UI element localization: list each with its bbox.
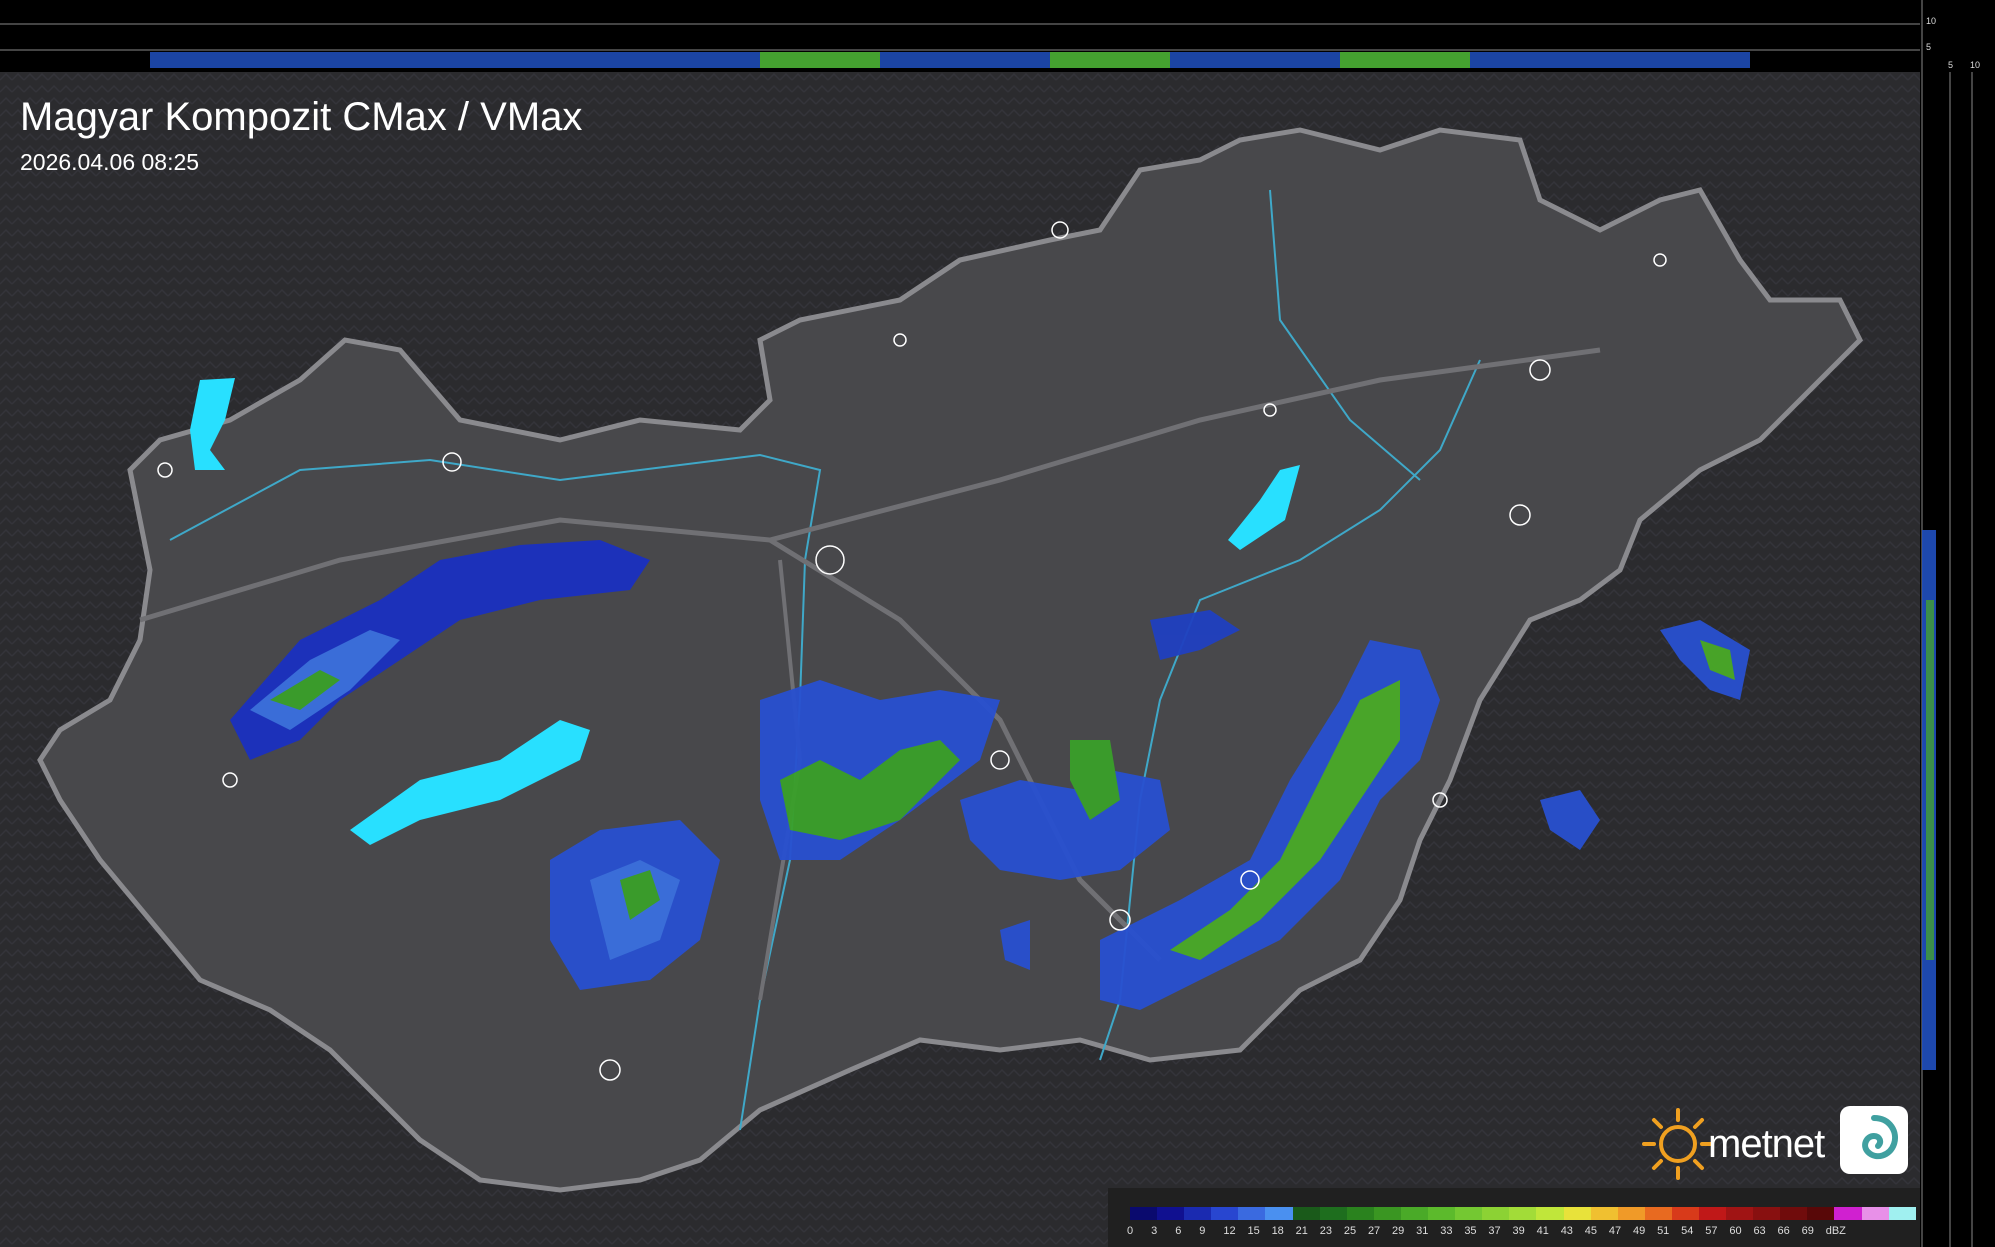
legend-swatch (1671, 1207, 1699, 1220)
legend-swatch (1536, 1207, 1564, 1220)
top-profile-echo (150, 52, 1750, 68)
danube-river (169, 453, 822, 1131)
legend-value-label: 33 (1440, 1225, 1453, 1237)
legend-labels: 0 3 6 9 12 15 18 21 23 25 27 29 31 33 35 37 39 41 43 45 47 49… (1127, 1225, 1853, 1237)
legend-value-label: 39 (1512, 1225, 1525, 1237)
legend-value-label: 57 (1705, 1225, 1718, 1237)
legend-value-label: 51 (1657, 1225, 1670, 1237)
legend-swatch (1807, 1207, 1835, 1220)
legend-swatch (1265, 1207, 1293, 1220)
city-outlines (157, 221, 1667, 1081)
legend-value-label: 35 (1464, 1225, 1477, 1237)
legend-value-label: 37 (1488, 1225, 1501, 1237)
legend-value-label: 25 (1343, 1225, 1357, 1237)
legend-value-label: 15 (1247, 1225, 1260, 1237)
legend-value-label: 69 (1801, 1225, 1814, 1237)
legend-swatch (1888, 1207, 1916, 1220)
legend-value-label: 66 (1777, 1225, 1790, 1237)
legend-value-label: 12 (1223, 1225, 1236, 1237)
legend-unit-label: dBZ (1825, 1225, 1846, 1237)
legend-swatch (1617, 1207, 1645, 1220)
legend-color-bar (1130, 1207, 1916, 1220)
swirl-icon (1862, 1115, 1898, 1160)
legend-swatch (1238, 1207, 1266, 1220)
legend-value-label: 60 (1729, 1225, 1742, 1237)
legend-value-label: 54 (1681, 1225, 1694, 1237)
metnet-logo-text: metnet (1708, 1121, 1825, 1166)
legend-value-label: 45 (1584, 1225, 1598, 1237)
legend-swatch (1157, 1207, 1185, 1220)
legend-swatch (1130, 1207, 1158, 1220)
legend-value-label: 27 (1367, 1225, 1381, 1237)
legend-swatch (1292, 1207, 1320, 1220)
legend-value-label: 9 (1199, 1225, 1206, 1237)
legend-value-label: 43 (1560, 1225, 1573, 1237)
legend-value-label: 31 (1416, 1225, 1429, 1237)
map-timestamp: 2026.04.06 08:25 (20, 149, 200, 175)
side-tick-top-5: 5 (1926, 42, 1932, 52)
legend-swatch (1834, 1207, 1862, 1220)
legend-swatch (1698, 1207, 1727, 1220)
legend-swatch (1644, 1207, 1672, 1220)
legend-value-label: 18 (1271, 1225, 1284, 1237)
lake-balaton (350, 720, 590, 845)
legend-value-label: 47 (1608, 1225, 1622, 1237)
legend-value-label: 3 (1151, 1225, 1158, 1237)
legend-swatch (1563, 1207, 1591, 1220)
legend-swatch (1780, 1207, 1808, 1220)
legend-swatch (1482, 1207, 1510, 1220)
legend-swatch (1211, 1207, 1239, 1220)
sun-icon (1642, 1108, 1714, 1180)
lake-tisza (1228, 465, 1300, 550)
side-profile-graphic (1921, 0, 1973, 1247)
dbz-legend: 0 3 6 9 12 15 18 21 23 25 27 29 31 33 35 37 39 41 43 45 47 49… (1108, 1188, 1920, 1247)
legend-swatch (1319, 1207, 1347, 1220)
radar-echoes (230, 540, 1750, 1010)
legend-value-label: 41 (1536, 1225, 1549, 1237)
side-tick-top-10: 10 (1926, 16, 1937, 26)
legend-swatch (1455, 1207, 1483, 1220)
legend-swatch (1400, 1207, 1429, 1220)
country-outline (37, 127, 1864, 1193)
metnet-logo: metnet (1638, 1104, 1825, 1184)
legend-value-label: 21 (1295, 1225, 1308, 1237)
side-profile-panel: 10 5 5 10 (1920, 0, 1995, 1247)
side-tick-bottom-5: 5 (1948, 60, 1954, 70)
legend-swatch (1726, 1207, 1754, 1220)
legend-value-label: 23 (1319, 1225, 1332, 1237)
legend-value-label: 6 (1175, 1225, 1182, 1237)
legend-swatch (1428, 1207, 1456, 1220)
legend-swatch (1184, 1207, 1212, 1220)
legend-swatch (1346, 1207, 1374, 1220)
legend-swatch (1590, 1207, 1618, 1220)
map-title: Magyar Kompozit CMax / VMax (20, 95, 583, 139)
lake-ferto (190, 378, 235, 470)
swirl-logo-badge (1840, 1106, 1908, 1174)
legend-value-label: 49 (1632, 1225, 1646, 1237)
legend-value-label: 63 (1753, 1225, 1766, 1237)
legend-value-label: 0 (1127, 1225, 1134, 1237)
legend-swatch (1753, 1207, 1781, 1220)
side-tick-bottom-10: 10 (1970, 60, 1981, 70)
radar-map (0, 23, 1920, 1247)
legend-swatch (1509, 1207, 1537, 1220)
legend-value-label: 29 (1392, 1225, 1405, 1237)
legend-swatch (1861, 1207, 1889, 1220)
title-block: Magyar Kompozit CMax / VMax 2026.04.06 0… (20, 95, 582, 176)
legend-swatch (1373, 1207, 1401, 1220)
